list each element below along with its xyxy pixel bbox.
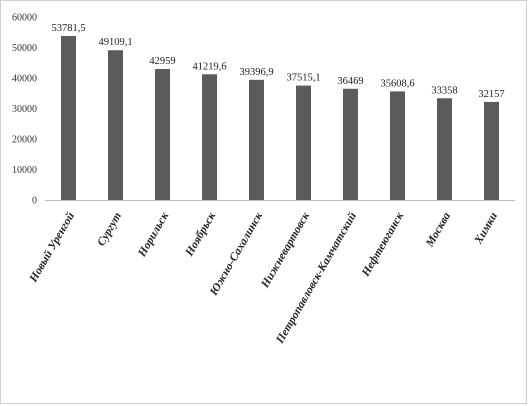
- y-tick-label: 40000: [12, 74, 37, 85]
- x-tick-label: Ноябрьск: [183, 209, 219, 259]
- bar: [390, 91, 405, 200]
- y-tick-label: 50000: [12, 43, 37, 54]
- x-tick-label: Нижневартовск: [259, 209, 313, 290]
- data-label: 33358: [431, 85, 457, 96]
- y-tick-label: 0: [32, 196, 37, 207]
- data-label: 39396,9: [239, 67, 273, 78]
- x-tick-label: Сургут: [95, 210, 124, 248]
- x-tick-label: Петропавловск-Камчатский: [273, 209, 360, 346]
- data-label: 37515,1: [286, 73, 320, 84]
- data-label: 53781,5: [51, 23, 85, 34]
- data-label: 35608,6: [380, 78, 414, 89]
- data-label: 32157: [478, 89, 504, 100]
- x-tick-label: Химки: [472, 210, 500, 247]
- y-tick-label: 60000: [12, 13, 37, 24]
- data-label: 42959: [149, 56, 175, 67]
- bar: [61, 35, 76, 200]
- x-tick-label: Норильск: [136, 209, 172, 259]
- data-label: 41219,6: [192, 61, 226, 72]
- x-tick-label: Новый Уренгой: [26, 209, 77, 285]
- x-tick-label: Южно-Сахалинск: [207, 209, 265, 298]
- x-tick-label: Москва: [423, 210, 453, 250]
- y-tick-label: 10000: [12, 165, 37, 176]
- bar: [343, 88, 358, 200]
- bar: [296, 85, 311, 200]
- bar: [155, 68, 170, 200]
- y-tick-label: 30000: [12, 104, 37, 115]
- bar: [108, 50, 123, 201]
- bar: [437, 98, 452, 200]
- data-label: 36469: [337, 76, 363, 87]
- data-label: 49109,1: [98, 37, 132, 48]
- bar: [484, 101, 499, 200]
- bar: [249, 79, 264, 200]
- x-tick-label: Нефтеюганск: [359, 209, 406, 279]
- bar: [202, 74, 217, 200]
- y-tick-label: 20000: [12, 135, 37, 146]
